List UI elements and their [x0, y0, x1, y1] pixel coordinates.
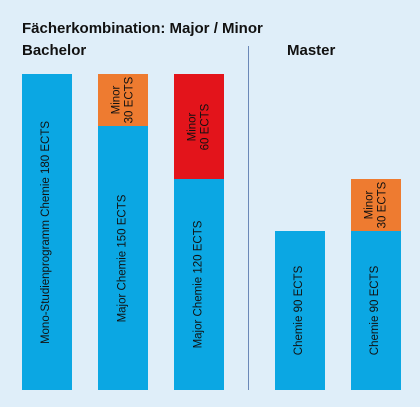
- diagram-title: Fächerkombination: Major / Minor: [22, 20, 263, 37]
- minor-60-label: Minor 60 ECTS: [185, 103, 211, 150]
- minor-30-block-master: Minor 30 ECTS: [351, 179, 401, 231]
- mono-chemie-label: Mono-Studienprogramm Chemie 180 ECTS: [40, 120, 53, 344]
- minor-60-block: Minor 60 ECTS: [174, 74, 224, 179]
- master-label: Master: [287, 42, 336, 59]
- major-150-block: Major Chemie 150 ECTS: [98, 126, 148, 390]
- master-chemie-90-minor-block: Chemie 90 ECTS: [351, 231, 401, 390]
- bachelor-master-divider: [248, 46, 249, 390]
- bachelor-label: Bachelor: [22, 42, 87, 59]
- mono-chemie-block: Mono-Studienprogramm Chemie 180 ECTS: [22, 74, 72, 390]
- major-150-label: Major Chemie 150 ECTS: [116, 194, 129, 322]
- master-chemie-90-block: Chemie 90 ECTS: [275, 231, 325, 390]
- minor-30-label-master: Minor 30 ECTS: [362, 181, 388, 229]
- minor-30-block-bachelor: Minor 30 ECTS: [98, 74, 148, 126]
- major-120-block: Major Chemie 120 ECTS: [174, 179, 224, 390]
- minor-30-label-bachelor: Minor 30 ECTS: [109, 76, 135, 124]
- master-chemie-90-minor-label: Chemie 90 ECTS: [369, 265, 382, 356]
- master-chemie-90-label: Chemie 90 ECTS: [293, 265, 306, 356]
- major-120-label: Major Chemie 120 ECTS: [192, 220, 205, 349]
